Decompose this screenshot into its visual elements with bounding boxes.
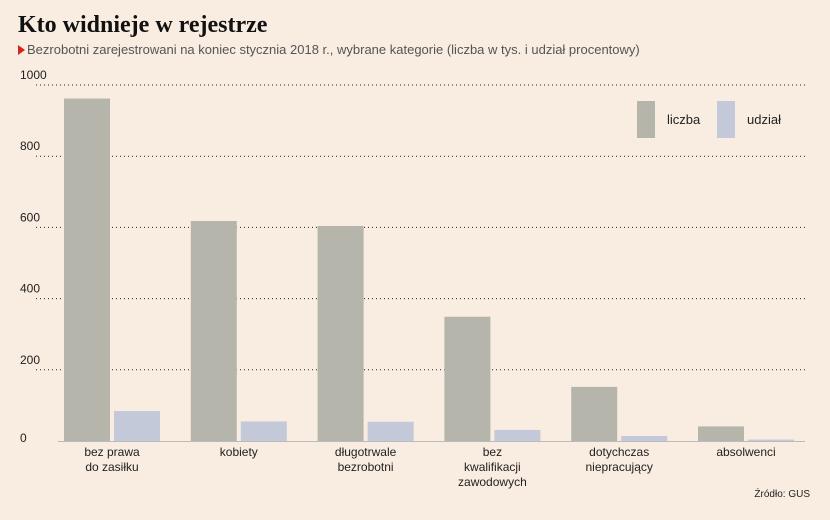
- category-label-line: do zasiłku: [85, 460, 138, 474]
- bar-udzial: [240, 421, 287, 441]
- category-label-line: długotrwale: [335, 445, 397, 459]
- category-label-line: absolwenci: [716, 445, 775, 459]
- category-label-line: zawodowych: [458, 475, 527, 489]
- bar-liczba: [698, 426, 744, 441]
- category-label: bez prawa do zasiłku: [84, 445, 140, 474]
- bar-udzial: [114, 411, 160, 441]
- category-label-line: bez: [483, 445, 502, 459]
- y-tick-label: 400: [20, 282, 40, 296]
- y-tick-label: 600: [20, 210, 40, 224]
- bar-liczba: [571, 386, 618, 441]
- y-tick-label: 200: [20, 353, 40, 367]
- category-label-line: kobiety: [220, 445, 258, 459]
- category-label-line: bez prawa: [84, 445, 140, 459]
- chart-subtitle: Bezrobotni zarejestrowani na koniec styc…: [18, 42, 640, 57]
- category-label-line: dotychczas: [589, 445, 649, 459]
- category-label: kobiety: [220, 445, 258, 459]
- y-tick-label: 1000: [20, 68, 47, 82]
- bar-udzial: [748, 439, 794, 441]
- bar-liczba: [317, 225, 364, 441]
- legend-swatch-liczba: [637, 101, 655, 138]
- subtitle-marker-icon: [18, 44, 25, 55]
- category-label-line: bezrobotni: [338, 460, 394, 474]
- y-tick-label: 0: [20, 431, 27, 445]
- bar-udzial: [621, 436, 668, 441]
- category-label-line: niepracujący: [586, 460, 653, 474]
- legend-swatch-udzial: [717, 101, 735, 138]
- y-tick-label: 800: [20, 139, 40, 153]
- source-note: Źródło: GUS: [754, 489, 810, 500]
- bar-liczba: [64, 98, 110, 441]
- legend-label-liczba: liczba: [667, 112, 701, 127]
- category-label: bez kwalifikacji zawodowych: [458, 445, 527, 489]
- legend-label-udzial: udział: [747, 112, 781, 127]
- bar-liczba: [190, 220, 237, 441]
- category-label: absolwenci: [716, 445, 775, 459]
- bar-udzial: [494, 429, 541, 441]
- bar-liczba: [444, 316, 491, 441]
- subtitle-text: Bezrobotni zarejestrowani na koniec styc…: [27, 42, 640, 57]
- bar-udzial: [367, 421, 414, 441]
- category-label: długotrwale bezrobotni: [335, 445, 397, 474]
- category-label-line: kwalifikacji: [464, 460, 521, 474]
- category-label: dotychczas niepracujący: [586, 445, 653, 474]
- chart-title: Kto widnieje w rejestrze: [18, 12, 268, 38]
